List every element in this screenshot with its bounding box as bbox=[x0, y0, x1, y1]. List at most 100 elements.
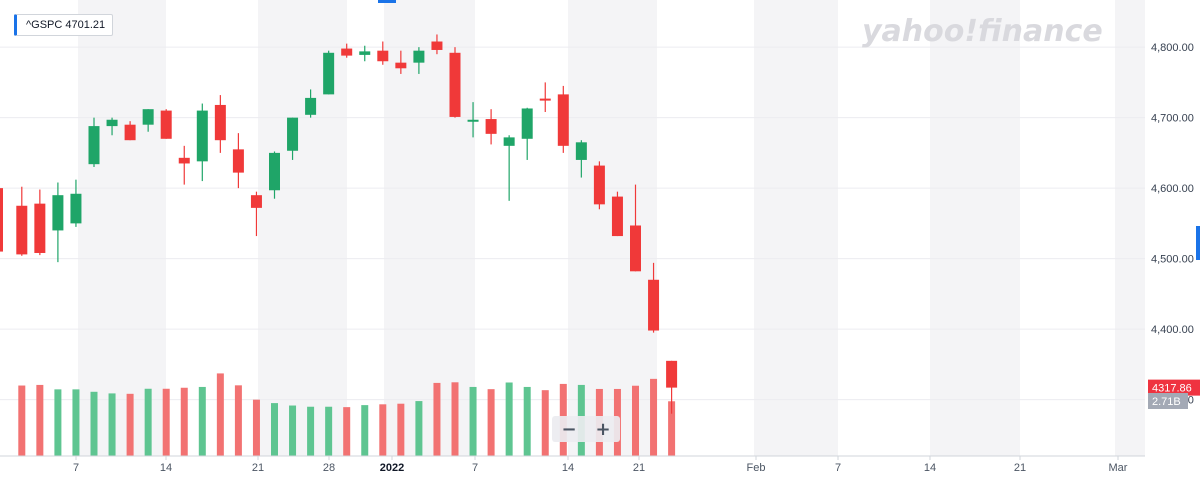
volume-bar bbox=[18, 385, 26, 456]
volume-bar bbox=[36, 384, 44, 456]
x-tick-label: 7 bbox=[835, 462, 841, 474]
candle-body bbox=[305, 97, 317, 115]
candle-body bbox=[88, 126, 100, 165]
candle-body bbox=[124, 124, 136, 141]
volume-bar bbox=[650, 378, 658, 456]
volume-bar bbox=[162, 388, 170, 456]
candle bbox=[305, 89, 317, 118]
candle bbox=[611, 191, 623, 237]
ticker-label: ^GSPC 4701.21 bbox=[26, 19, 106, 31]
volume-bar bbox=[487, 389, 495, 456]
zoom-in-button[interactable]: + bbox=[586, 416, 620, 442]
candle-body bbox=[341, 48, 353, 56]
volume-bar bbox=[54, 389, 62, 456]
volume-bar bbox=[632, 385, 639, 456]
candle bbox=[521, 107, 533, 160]
candle-body bbox=[611, 196, 623, 237]
x-tick-label: 28 bbox=[323, 462, 335, 474]
volume-bar bbox=[198, 386, 206, 456]
x-tick-label: Mar bbox=[1109, 462, 1128, 474]
candle bbox=[250, 191, 262, 237]
candle bbox=[593, 161, 605, 210]
candle bbox=[214, 95, 226, 153]
y-tick-label: 4,500.00 bbox=[1151, 254, 1194, 266]
volume-bar bbox=[271, 403, 278, 456]
candle-body bbox=[575, 142, 587, 160]
candle-body bbox=[630, 225, 641, 272]
candle-body bbox=[521, 108, 533, 139]
candle bbox=[88, 117, 100, 167]
y-tick-label: 4,400.00 bbox=[1151, 324, 1194, 336]
volume-bar bbox=[361, 405, 369, 456]
week-band bbox=[754, 0, 838, 456]
volume-bar bbox=[541, 390, 549, 456]
yahoo-finance-logo: yahoo!finance bbox=[862, 14, 1103, 49]
candle bbox=[178, 145, 190, 185]
volume-bar bbox=[234, 385, 242, 456]
candle-body bbox=[250, 195, 262, 208]
candle bbox=[431, 34, 443, 55]
candle-body bbox=[232, 149, 244, 173]
candle-body bbox=[287, 117, 299, 151]
candle-body bbox=[377, 50, 389, 62]
y-axis: 4,800.00 4,700.00 4,600.00 4,500.00 4,400.00… bbox=[1151, 42, 1194, 406]
candle-body bbox=[16, 205, 28, 255]
candle bbox=[413, 47, 425, 74]
candle bbox=[323, 50, 335, 95]
candle bbox=[575, 140, 587, 178]
candle-body bbox=[160, 110, 172, 139]
volume-bar bbox=[415, 401, 423, 456]
candle bbox=[359, 45, 371, 62]
candle-body bbox=[178, 157, 190, 164]
volume-bar bbox=[523, 386, 531, 456]
volume-bar bbox=[343, 407, 351, 456]
volume-bar bbox=[72, 389, 80, 456]
volume-bar bbox=[108, 393, 116, 456]
zoom-out-button[interactable]: − bbox=[552, 416, 586, 442]
volume-bar bbox=[216, 373, 224, 456]
candle-body bbox=[196, 110, 208, 162]
volume-bar bbox=[307, 406, 315, 456]
candle-body bbox=[593, 165, 605, 205]
volume-bar bbox=[289, 405, 297, 456]
volume-bar bbox=[144, 388, 152, 456]
volume-bar bbox=[397, 403, 405, 456]
x-tick-label: Feb bbox=[747, 462, 766, 474]
week-band bbox=[930, 0, 1020, 456]
y-tick-label: 4,700.00 bbox=[1151, 113, 1194, 125]
candle bbox=[630, 184, 641, 272]
candle-body bbox=[395, 62, 407, 69]
candle-body bbox=[34, 203, 46, 253]
candle bbox=[539, 82, 551, 112]
volume-bar bbox=[325, 406, 333, 456]
candle-body bbox=[52, 195, 64, 231]
volume-bar bbox=[668, 401, 676, 456]
candle bbox=[377, 41, 389, 65]
x-tick-label: 14 bbox=[160, 462, 172, 474]
right-edge-marker[interactable] bbox=[1196, 226, 1200, 260]
candle bbox=[341, 43, 353, 58]
candle bbox=[648, 262, 660, 333]
candle-body bbox=[485, 119, 497, 134]
volume-bar bbox=[252, 399, 260, 456]
candle bbox=[666, 360, 678, 414]
candle-body bbox=[142, 109, 154, 125]
partial-candle bbox=[0, 188, 3, 252]
x-tick-label: 7 bbox=[472, 462, 478, 474]
x-tick-label: 14 bbox=[562, 462, 574, 474]
ticker-legend[interactable]: ^GSPC 4701.21 bbox=[14, 14, 114, 36]
gridlines bbox=[0, 46, 1145, 401]
last-price-badge: 4317.86 bbox=[1148, 379, 1200, 396]
candle-body bbox=[359, 51, 371, 55]
candle-body bbox=[106, 119, 118, 127]
candle bbox=[557, 85, 569, 153]
volume-bar bbox=[180, 387, 188, 456]
candle bbox=[485, 109, 497, 145]
x-tick-label: 7 bbox=[73, 462, 79, 474]
week-band bbox=[384, 0, 475, 456]
candle bbox=[106, 117, 118, 136]
candle bbox=[467, 102, 479, 138]
x-tick-label: 21 bbox=[1014, 462, 1026, 474]
